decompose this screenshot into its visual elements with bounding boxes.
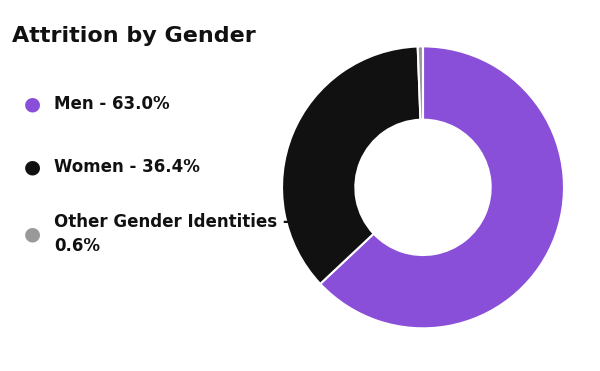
Text: Women - 36.4%: Women - 36.4% (54, 158, 200, 176)
Text: ●: ● (24, 224, 41, 243)
Text: ●: ● (24, 94, 41, 114)
Wedge shape (282, 46, 421, 284)
Text: Men - 63.0%: Men - 63.0% (54, 95, 170, 113)
Wedge shape (418, 46, 423, 120)
Text: Attrition by Gender: Attrition by Gender (12, 26, 256, 46)
Text: Other Gender Identities -
0.6%: Other Gender Identities - 0.6% (54, 213, 290, 255)
Text: ●: ● (24, 157, 41, 177)
Wedge shape (320, 46, 564, 328)
